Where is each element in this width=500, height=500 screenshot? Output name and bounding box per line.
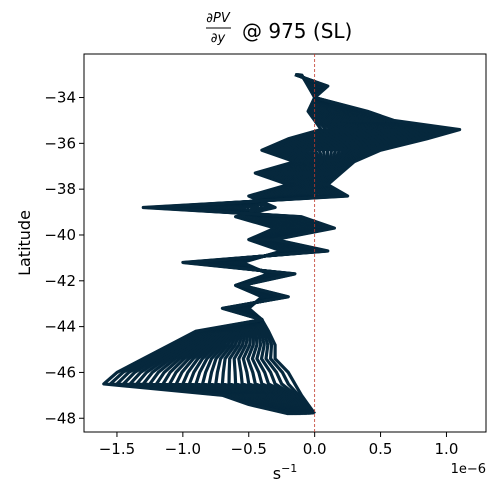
chart-title-suffix: @ 975 (SL): [242, 19, 352, 43]
x-axis-offset-label: 1e−6: [451, 462, 486, 477]
x-tick-label: −0.5: [231, 440, 267, 458]
y-tick-label: −48: [44, 409, 76, 427]
chart-title: ∂PV ∂y @ 975 (SL): [206, 11, 352, 46]
x-axis-title-exponent: −1: [281, 462, 297, 475]
x-tick-label: 1.0: [435, 440, 459, 458]
y-tick-label: −34: [44, 89, 76, 107]
y-ticks: −34 −36 −38 −40 −42 −44 −46 −48: [44, 89, 84, 427]
x-axis-title-base: s: [273, 464, 281, 483]
series-layer: [102, 73, 462, 416]
series-line: [102, 73, 462, 416]
x-tick-label: 0.5: [369, 440, 393, 458]
y-tick-label: −36: [44, 134, 76, 152]
x-ticks: −1.5 −1.0 −0.5 0.0 0.5 1.0: [99, 432, 459, 458]
y-axis-title: Latitude: [15, 210, 34, 276]
x-axis-title: s−1: [273, 462, 298, 483]
x-tick-label: −1.0: [165, 440, 201, 458]
plot-area-frame: [83, 53, 487, 433]
y-tick-label: −38: [44, 180, 76, 198]
chart-title-numerator: ∂PV: [206, 11, 231, 26]
y-tick-label: −42: [44, 272, 76, 290]
y-tick-label: −44: [44, 318, 76, 336]
y-tick-label: −46: [44, 363, 76, 381]
chart-title-denominator: ∂y: [211, 31, 226, 46]
y-tick-label: −40: [44, 226, 76, 244]
x-tick-label: 0.0: [303, 440, 327, 458]
x-tick-label: −1.5: [99, 440, 135, 458]
